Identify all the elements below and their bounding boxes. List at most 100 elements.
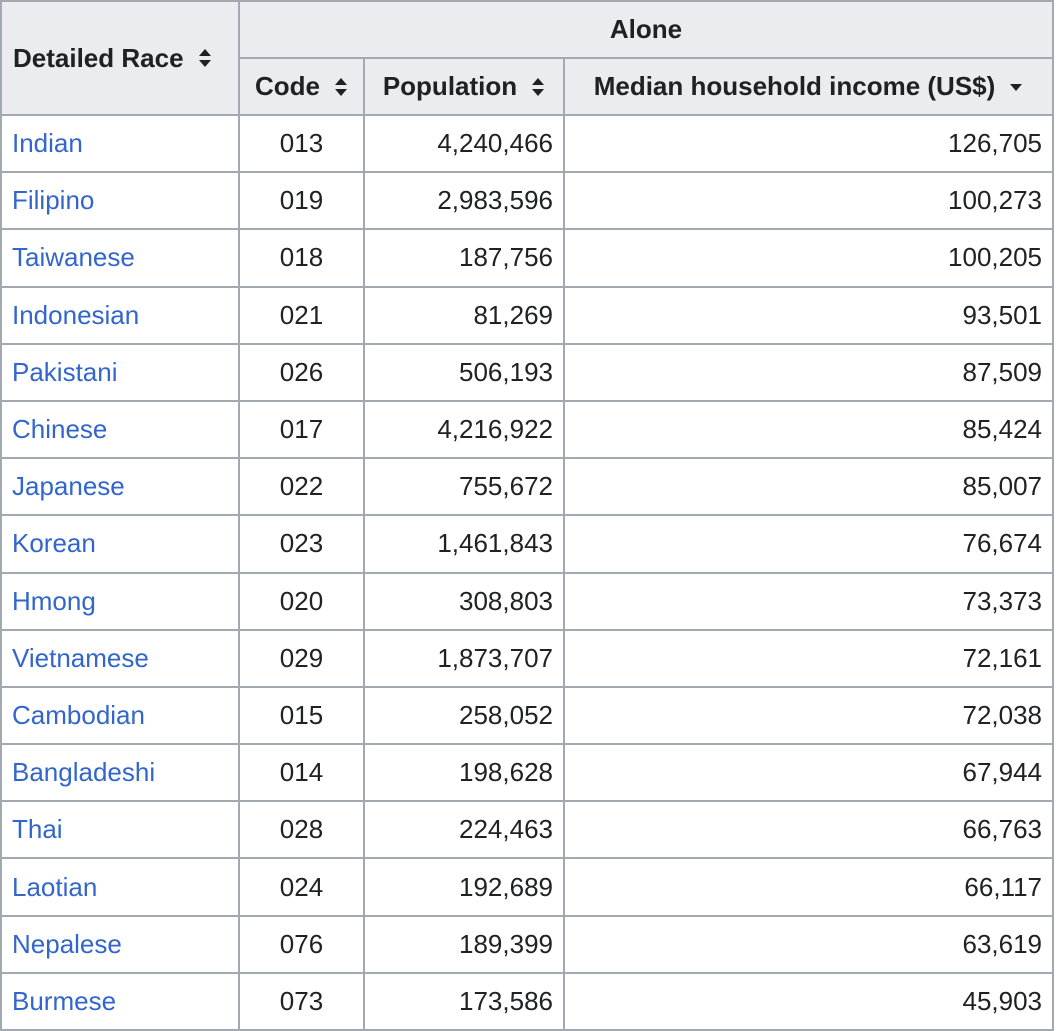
income-cell: 66,763: [562, 800, 1055, 860]
code-cell: 022: [238, 457, 365, 517]
population-cell: 173,586: [363, 971, 565, 1031]
code-cell: 017: [238, 399, 365, 460]
sort-both-icon[interactable]: [198, 48, 212, 68]
race-link[interactable]: Pakistani: [12, 356, 118, 387]
code-cell: 024: [238, 857, 365, 917]
sort-descending-icon[interactable]: [1009, 77, 1023, 97]
header-row-top: Detailed Race Alone: [0, 0, 1055, 116]
income-cell: 73,373: [562, 571, 1055, 631]
header-code[interactable]: Code: [238, 57, 365, 116]
population-cell: 755,672: [363, 457, 565, 517]
table-row: Filipino 019 2,983,596 100,273: [0, 171, 1055, 231]
header-population-label: Population: [382, 71, 518, 101]
sort-both-icon[interactable]: [531, 77, 545, 97]
income-cell: 67,944: [562, 743, 1055, 803]
code-cell: 013: [238, 113, 365, 174]
code-cell: 026: [238, 342, 365, 402]
header-median-income[interactable]: Median household income (US$): [562, 57, 1055, 116]
race-link[interactable]: Bangladeshi: [12, 757, 156, 788]
table-row: Bangladeshi 014 198,628 67,944: [0, 743, 1055, 803]
header-detailed-race[interactable]: Detailed Race: [0, 0, 240, 116]
table-row: Indonesian 021 81,269 93,501: [0, 285, 1055, 345]
race-link[interactable]: Indian: [12, 128, 83, 159]
race-link[interactable]: Burmese: [12, 985, 117, 1016]
race-link[interactable]: Hmong: [12, 585, 96, 616]
sort-both-icon[interactable]: [334, 77, 348, 97]
population-cell: 258,052: [363, 685, 565, 746]
table-body: Indian 013 4,240,466 126,705 Filipino 019 2,98…: [0, 113, 1055, 1031]
population-cell: 4,216,922: [363, 399, 565, 460]
table-row: Burmese 073 173,586 45,903: [0, 971, 1055, 1031]
table-row: Chinese 017 4,216,922 85,424: [0, 399, 1055, 460]
code-cell: 029: [238, 628, 365, 688]
code-cell: 014: [238, 743, 365, 803]
population-cell: 2,983,596: [363, 171, 565, 231]
race-link[interactable]: Laotian: [12, 871, 98, 902]
race-cell: Thai: [0, 800, 240, 860]
table-row: Indian 013 4,240,466 126,705: [0, 113, 1055, 174]
code-cell: 076: [238, 914, 365, 974]
code-cell: 028: [238, 800, 365, 860]
income-cell: 76,674: [562, 514, 1055, 574]
population-cell: 506,193: [363, 342, 565, 402]
race-link[interactable]: Cambodian: [12, 699, 145, 730]
header-population[interactable]: Population: [363, 57, 565, 116]
race-cell: Burmese: [0, 971, 240, 1031]
header-group-alone: Alone: [237, 0, 1055, 59]
table-row: Thai 028 224,463 66,763: [0, 800, 1055, 860]
population-cell: 81,269: [363, 285, 565, 345]
race-link[interactable]: Japanese: [12, 471, 125, 502]
race-cell: Laotian: [0, 857, 240, 917]
population-cell: 189,399: [363, 914, 565, 974]
table-row: Cambodian 015 258,052 72,038: [0, 685, 1055, 746]
code-cell: 019: [238, 171, 365, 231]
race-link[interactable]: Vietnamese: [12, 642, 149, 673]
race-link[interactable]: Korean: [12, 528, 96, 559]
race-cell: Nepalese: [0, 914, 240, 974]
table-row: Laotian 024 192,689 66,117: [0, 857, 1055, 917]
table-row: Vietnamese 029 1,873,707 72,161: [0, 628, 1055, 688]
income-cell: 72,038: [562, 685, 1055, 746]
race-cell: Bangladeshi: [0, 743, 240, 803]
income-cell: 87,509: [562, 342, 1055, 402]
population-cell: 224,463: [363, 800, 565, 860]
header-median-income-label: Median household income (US$): [593, 71, 996, 101]
code-cell: 015: [238, 685, 365, 746]
code-cell: 021: [238, 285, 365, 345]
income-cell: 63,619: [562, 914, 1055, 974]
table-row: Taiwanese 018 187,756 100,205: [0, 228, 1055, 288]
code-cell: 073: [238, 971, 365, 1031]
race-cell: Taiwanese: [0, 228, 240, 288]
table-row: Korean 023 1,461,843 76,674: [0, 514, 1055, 574]
code-cell: 018: [238, 228, 365, 288]
header-detailed-race-label: Detailed Race: [13, 42, 184, 73]
income-cell: 72,161: [562, 628, 1055, 688]
race-link[interactable]: Nepalese: [12, 928, 122, 959]
income-cell: 66,117: [562, 857, 1055, 917]
population-cell: 308,803: [363, 571, 565, 631]
income-cell: 100,205: [562, 228, 1055, 288]
population-cell: 198,628: [363, 743, 565, 803]
population-cell: 1,873,707: [363, 628, 565, 688]
race-cell: Pakistani: [0, 342, 240, 402]
race-link[interactable]: Filipino: [12, 185, 95, 216]
race-cell: Filipino: [0, 171, 240, 231]
table-row: Japanese 022 755,672 85,007: [0, 457, 1055, 517]
race-cell: Hmong: [0, 571, 240, 631]
header-code-label: Code: [255, 71, 320, 101]
race-cell: Chinese: [0, 399, 240, 460]
race-link[interactable]: Taiwanese: [12, 242, 135, 273]
race-cell: Korean: [0, 514, 240, 574]
population-cell: 192,689: [363, 857, 565, 917]
race-link[interactable]: Thai: [12, 814, 63, 845]
income-cell: 45,903: [562, 971, 1055, 1031]
code-cell: 023: [238, 514, 365, 574]
header-row-sub: Code Population Median household income …: [1, 57, 1055, 116]
race-cell: Cambodian: [0, 685, 240, 746]
race-cell: Indonesian: [0, 285, 240, 345]
race-link[interactable]: Indonesian: [12, 299, 140, 330]
income-cell: 93,501: [562, 285, 1055, 345]
race-link[interactable]: Chinese: [12, 414, 108, 445]
income-cell: 126,705: [562, 113, 1055, 174]
